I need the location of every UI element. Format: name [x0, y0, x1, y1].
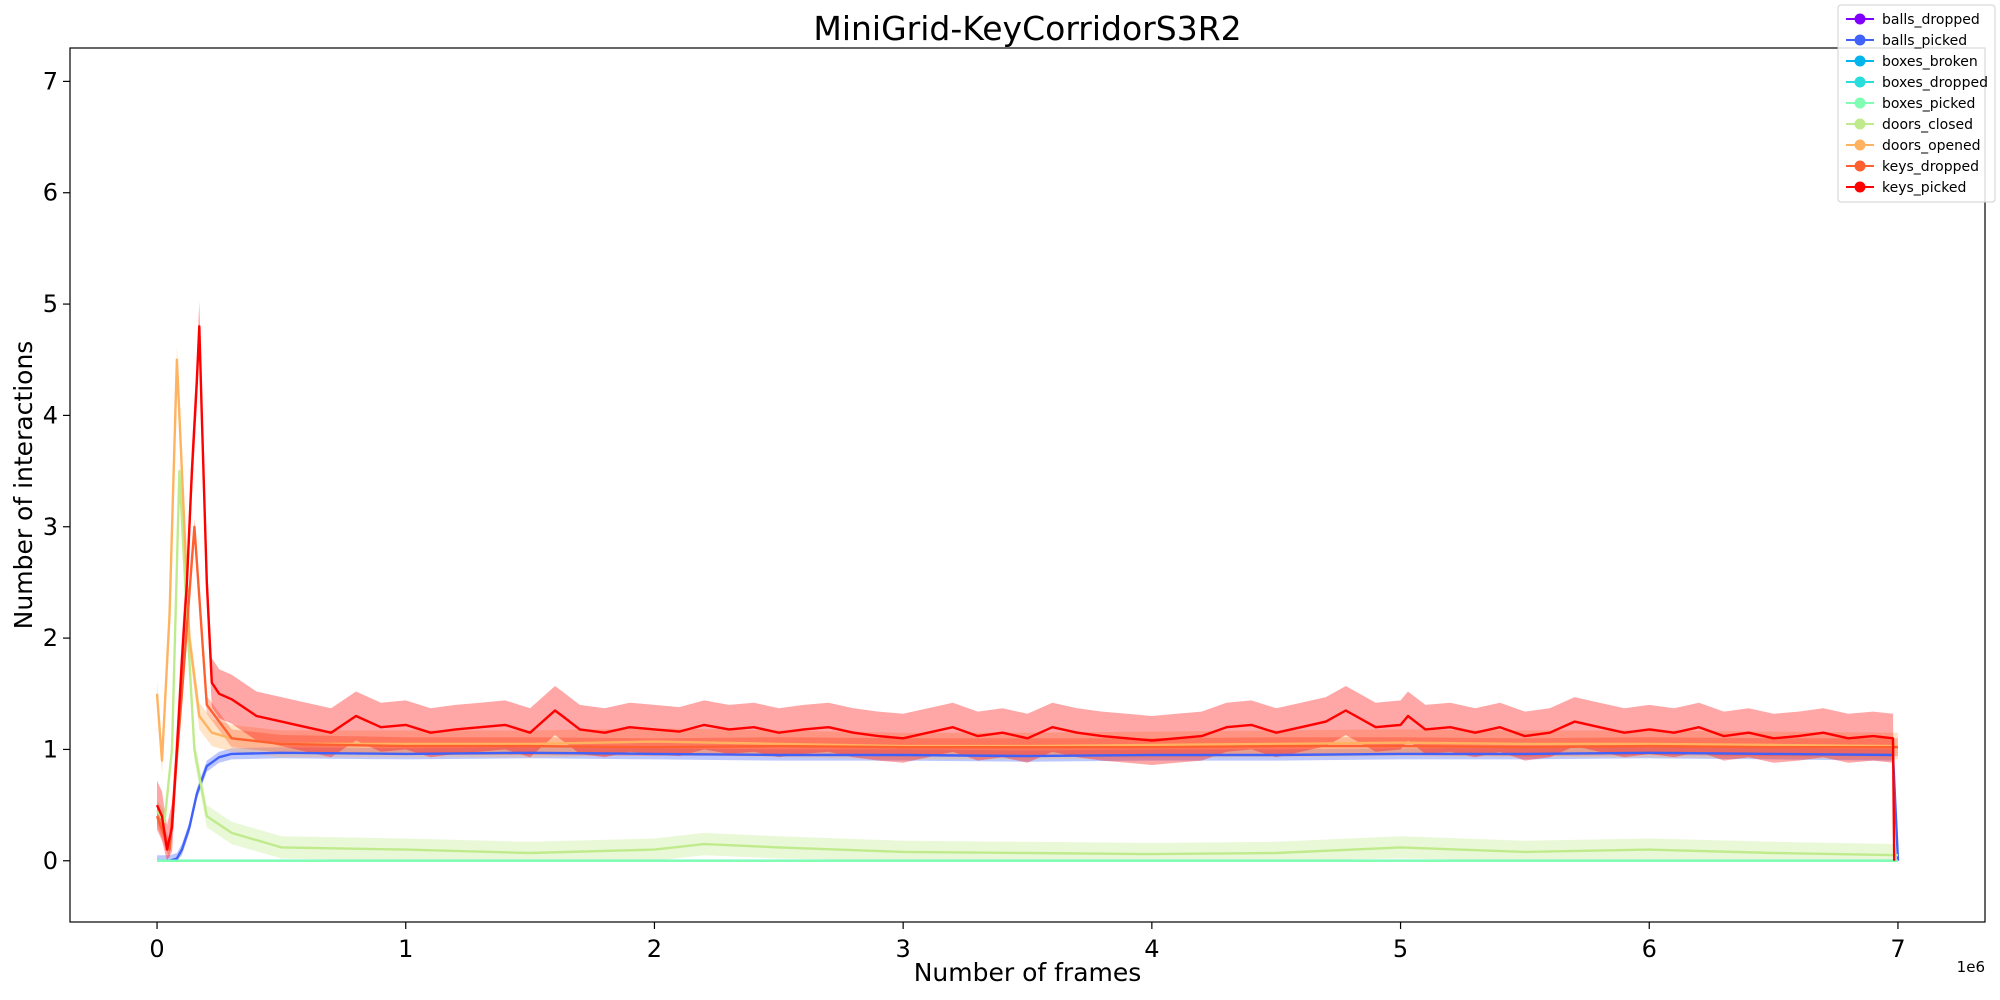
y-axis-label: Number of interactions [9, 341, 38, 630]
legend-entry: keys_picked [1846, 180, 1966, 196]
y-tick-label: 3 [43, 513, 58, 541]
legend-entry: doors_closed [1846, 117, 1973, 133]
y-tick-label: 7 [43, 67, 58, 95]
legend-marker [1854, 13, 1866, 25]
legend-marker [1854, 34, 1866, 46]
line-doors-closed [156, 469, 1899, 857]
legend-label: balls_picked [1882, 33, 1967, 49]
legend-frame [1837, 4, 1996, 203]
legend-marker [1854, 76, 1866, 88]
band-keys-picked [157, 301, 1895, 861]
y-tick-label: 5 [43, 290, 58, 318]
band-keys-dropped [157, 517, 1898, 859]
legend-label: balls_dropped [1882, 12, 1980, 28]
legend-marker [1854, 55, 1866, 67]
legend: balls_dropped balls_picked boxes_brokenbox… [1837, 4, 1996, 203]
y-tick-label: 1 [43, 735, 58, 763]
legend-entry: doors_opened [1846, 138, 1981, 154]
legend-label: boxes_broken [1882, 54, 1978, 70]
legend-label: keys_picked [1882, 180, 1966, 196]
legend-marker [1854, 181, 1866, 193]
x-tick-label: 7 [1890, 935, 1905, 963]
x-tick-label: 2 [647, 935, 662, 963]
x-axis-offset-label: 1e6 [1957, 958, 1985, 976]
y-tick-label: 0 [43, 847, 58, 875]
x-tick-label: 5 [1393, 935, 1408, 963]
legend-entry: boxes_broken [1846, 54, 1978, 70]
x-tick-label: 3 [896, 935, 911, 963]
legend-label: boxes_dropped [1882, 75, 1988, 91]
x-axis-ticks: 0 1 2 3 4 5 6 7 [149, 922, 1906, 963]
chart-title: MiniGrid-KeyCorridorS3R2 [813, 9, 1241, 48]
legend-entry: boxes_picked [1846, 96, 1975, 112]
legend-marker [1854, 97, 1866, 109]
uncertainty-bands [157, 301, 1898, 861]
legend-label: doors_opened [1882, 138, 1981, 154]
y-tick-label: 2 [43, 624, 58, 652]
plot-area-frame [69, 47, 1986, 923]
band-doors-opened [157, 346, 1898, 774]
line-keys-dropped [155, 525, 1898, 851]
x-tick-label: 1 [398, 935, 413, 963]
legend-entry: balls_dropped [1846, 12, 1980, 28]
legend-entry: keys_dropped [1846, 159, 1979, 175]
band-balls-picked [157, 747, 1898, 861]
legend-entry: boxes_dropped [1846, 75, 1988, 91]
legend-entry: balls_picked [1846, 33, 1967, 49]
line-keys-picked [155, 325, 1896, 861]
legend-label: doors_closed [1882, 117, 1973, 133]
series-lines [155, 325, 1900, 862]
line-doors-opened [155, 358, 1899, 762]
x-tick-label: 0 [149, 935, 164, 963]
x-tick-label: 6 [1642, 935, 1657, 963]
x-axis-label: Number of frames [914, 958, 1142, 987]
y-tick-label: 6 [43, 179, 58, 207]
legend-label: boxes_picked [1882, 96, 1975, 112]
legend-label: keys_dropped [1882, 159, 1979, 175]
legend-marker [1854, 139, 1866, 151]
band-doors-closed [157, 459, 1898, 861]
y-tick-label: 4 [43, 401, 58, 429]
x-tick-label: 4 [1144, 935, 1159, 963]
legend-marker [1854, 118, 1866, 130]
legend-marker [1854, 160, 1866, 172]
line-balls-picked [157, 751, 1900, 862]
y-axis-ticks: 0 1 2 3 4 5 6 7 [43, 67, 70, 875]
